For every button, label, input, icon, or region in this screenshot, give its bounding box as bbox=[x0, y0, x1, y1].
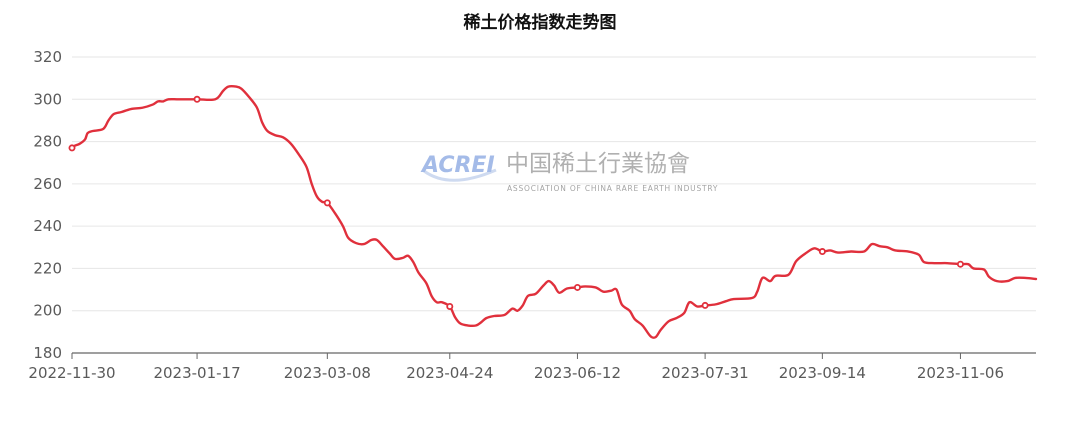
y-tick-label: 300 bbox=[33, 90, 62, 108]
x-tick-label: 2023-09-14 bbox=[779, 364, 866, 382]
axes bbox=[71, 352, 1036, 359]
x-tick-label: 2023-07-31 bbox=[662, 364, 749, 382]
data-point-marker[interactable] bbox=[446, 302, 454, 310]
chart-title: 稀土价格指数走势图 bbox=[463, 13, 617, 33]
y-tick-label: 260 bbox=[33, 175, 62, 193]
x-tick-label: 2023-11-06 bbox=[917, 364, 1004, 382]
x-tick-label: 2023-04-24 bbox=[406, 364, 493, 382]
y-axis-tick-labels: 180 200 220 240 260 280 300 320 bbox=[33, 48, 62, 362]
marker-layer bbox=[68, 95, 964, 310]
data-point-marker[interactable] bbox=[323, 199, 331, 207]
data-point-marker[interactable] bbox=[701, 301, 709, 309]
y-tick-label: 200 bbox=[33, 302, 62, 320]
data-point-marker[interactable] bbox=[573, 283, 581, 291]
x-tick-label: 2023-06-12 bbox=[534, 364, 621, 382]
y-tick-label: 180 bbox=[33, 344, 62, 362]
x-tick-label: 2023-03-08 bbox=[284, 364, 371, 382]
logo-text: ACREI bbox=[420, 153, 495, 178]
watermark-name-cn: 中国稀土行業協會 bbox=[506, 151, 690, 177]
series-layer bbox=[70, 85, 1038, 339]
series-line bbox=[70, 85, 1038, 339]
watermark-name-en: ASSOCIATION OF CHINA RARE EARTH INDUSTRY bbox=[507, 184, 718, 193]
y-tick-label: 280 bbox=[33, 133, 62, 151]
data-point-marker[interactable] bbox=[956, 260, 964, 268]
acrei-logo: ACREI bbox=[420, 153, 497, 182]
watermark: ACREI 中国稀土行業協會 ASSOCIATION OF CHINA RARE… bbox=[420, 151, 718, 193]
x-axis-tick-labels: 2022-11-30 2023-01-17 2023-03-08 2023-04-24… bbox=[28, 364, 1004, 382]
grid-lines bbox=[72, 56, 1036, 312]
y-tick-label: 220 bbox=[33, 259, 62, 277]
x-tick-label: 2022-11-30 bbox=[28, 364, 115, 382]
data-point-marker[interactable] bbox=[193, 95, 201, 103]
data-point-marker[interactable] bbox=[68, 144, 76, 152]
y-tick-label: 240 bbox=[33, 217, 62, 235]
x-tick-label: 2023-01-17 bbox=[153, 364, 240, 382]
data-point-marker[interactable] bbox=[818, 248, 826, 256]
logo-swoosh-icon bbox=[423, 168, 497, 182]
y-tick-label: 320 bbox=[33, 48, 62, 66]
